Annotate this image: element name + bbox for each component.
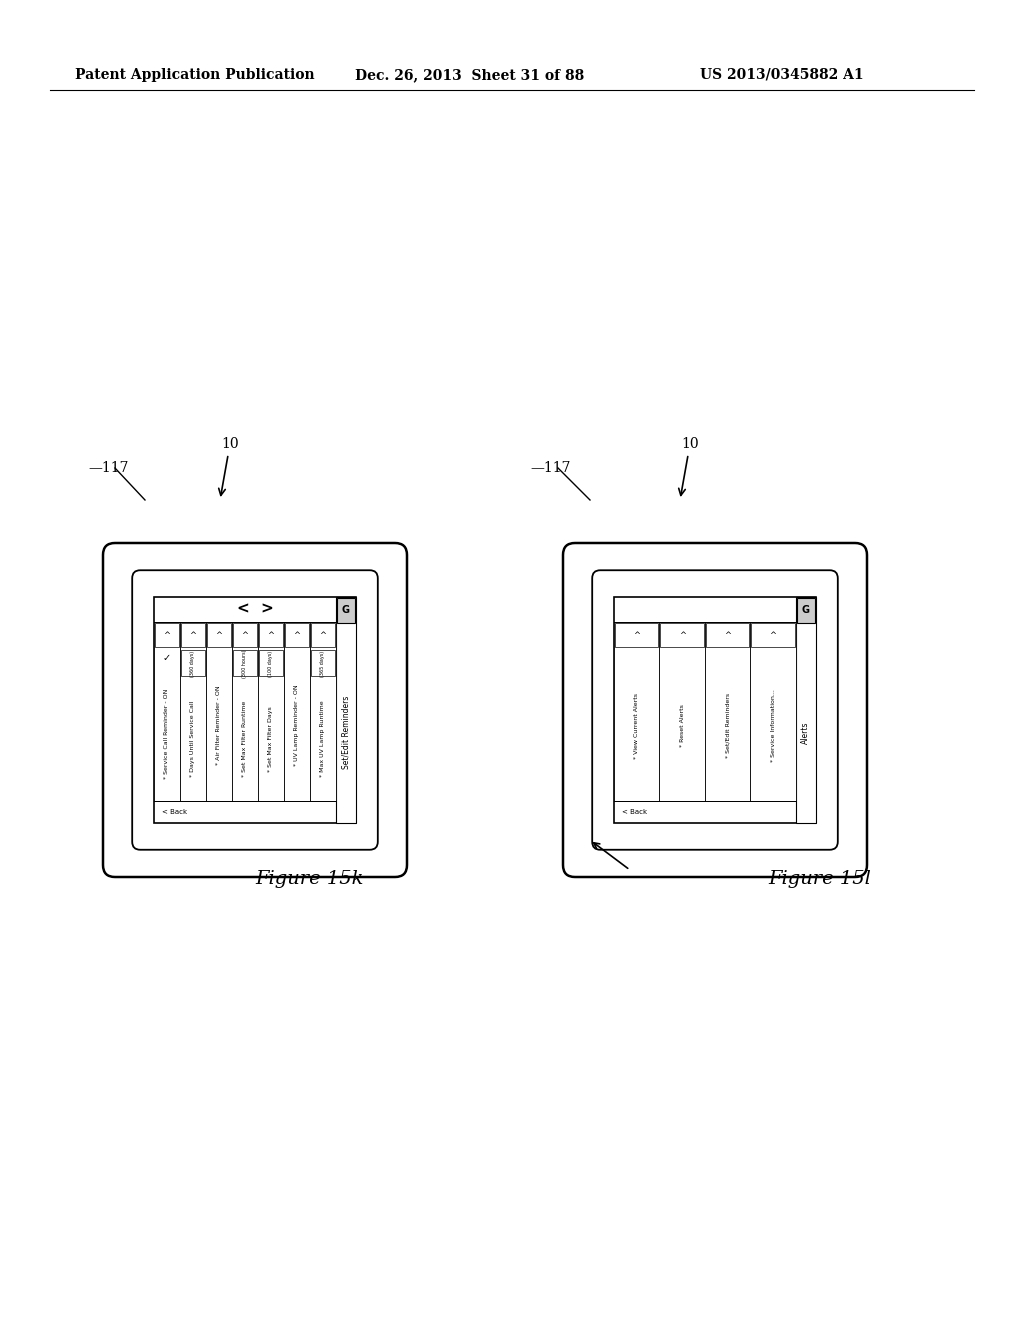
Text: ^: ^: [770, 631, 776, 640]
Text: * Set Max Filter Runtime: * Set Max Filter Runtime: [243, 701, 248, 777]
Bar: [337, 598, 355, 623]
Text: * Air Filter Reminder - ON: * Air Filter Reminder - ON: [216, 686, 221, 766]
Text: * Service Call Reminder - ON: * Service Call Reminder - ON: [165, 688, 169, 779]
Text: G: G: [342, 606, 350, 615]
Text: ^: ^: [164, 631, 170, 640]
FancyBboxPatch shape: [592, 570, 838, 850]
Text: (100 days): (100 days): [268, 651, 273, 677]
Bar: [259, 623, 283, 648]
Bar: [311, 651, 335, 676]
Text: < Back: < Back: [162, 809, 187, 814]
Bar: [660, 623, 703, 648]
Bar: [336, 597, 356, 824]
Text: Set/Edit Reminders: Set/Edit Reminders: [341, 696, 350, 770]
Bar: [259, 651, 283, 676]
Bar: [796, 597, 816, 824]
Bar: [206, 622, 231, 801]
Text: Figure 15k: Figure 15k: [256, 870, 365, 888]
Text: US 2013/0345882 A1: US 2013/0345882 A1: [700, 69, 863, 82]
Text: (360 days): (360 days): [190, 651, 196, 677]
Text: * Reset Alerts: * Reset Alerts: [680, 704, 685, 747]
Text: ^: ^: [724, 631, 731, 640]
Text: ^: ^: [633, 631, 640, 640]
Bar: [751, 622, 796, 801]
Text: ^: ^: [215, 631, 222, 640]
Text: Figure 15l: Figure 15l: [769, 870, 871, 888]
Text: * Service Information...: * Service Information...: [771, 689, 775, 762]
FancyBboxPatch shape: [563, 543, 867, 876]
Bar: [231, 622, 258, 801]
Bar: [284, 622, 310, 801]
Bar: [311, 623, 335, 648]
Bar: [614, 622, 659, 801]
Bar: [154, 622, 180, 801]
Text: * View Current Alerts: * View Current Alerts: [634, 693, 639, 759]
Text: * Days Until Service Call: * Days Until Service Call: [190, 701, 196, 777]
Bar: [258, 622, 284, 801]
Bar: [180, 622, 206, 801]
Text: G: G: [802, 606, 810, 615]
Text: Dec. 26, 2013  Sheet 31 of 88: Dec. 26, 2013 Sheet 31 of 88: [355, 69, 585, 82]
Bar: [614, 597, 816, 824]
Bar: [615, 623, 658, 648]
Text: —117: —117: [530, 461, 570, 475]
Text: <: <: [237, 602, 250, 616]
Text: (300 hours): (300 hours): [243, 649, 248, 678]
Bar: [797, 598, 815, 623]
Bar: [752, 623, 795, 648]
FancyBboxPatch shape: [132, 570, 378, 850]
Text: * Set/Edit Reminders: * Set/Edit Reminders: [725, 693, 730, 758]
Text: (365 days): (365 days): [321, 651, 326, 677]
Bar: [207, 623, 230, 648]
Bar: [705, 622, 751, 801]
Text: >: >: [261, 602, 273, 616]
Bar: [232, 651, 257, 676]
Text: ^: ^: [242, 631, 249, 640]
Text: ^: ^: [679, 631, 686, 640]
Text: —117: —117: [88, 461, 128, 475]
Bar: [181, 623, 205, 648]
Bar: [310, 622, 336, 801]
Text: ^: ^: [189, 631, 197, 640]
Text: ^: ^: [319, 631, 327, 640]
Text: * Max UV Lamp Runtime: * Max UV Lamp Runtime: [321, 701, 326, 777]
Bar: [155, 623, 179, 648]
Text: ✓: ✓: [163, 653, 171, 664]
Bar: [285, 623, 309, 648]
Bar: [181, 651, 205, 676]
Text: 10: 10: [219, 437, 239, 495]
Text: * Set Max Filter Days: * Set Max Filter Days: [268, 706, 273, 772]
Text: * UV Lamp Reminder - ON: * UV Lamp Reminder - ON: [294, 685, 299, 767]
Text: ^: ^: [293, 631, 300, 640]
Text: Alerts: Alerts: [802, 722, 810, 744]
Bar: [659, 622, 705, 801]
Bar: [706, 623, 750, 648]
FancyBboxPatch shape: [103, 543, 407, 876]
Text: < Back: < Back: [622, 809, 647, 814]
Text: 10: 10: [679, 437, 698, 495]
Bar: [232, 623, 257, 648]
Bar: [154, 597, 356, 824]
Text: ^: ^: [267, 631, 274, 640]
Text: Patent Application Publication: Patent Application Publication: [75, 69, 314, 82]
